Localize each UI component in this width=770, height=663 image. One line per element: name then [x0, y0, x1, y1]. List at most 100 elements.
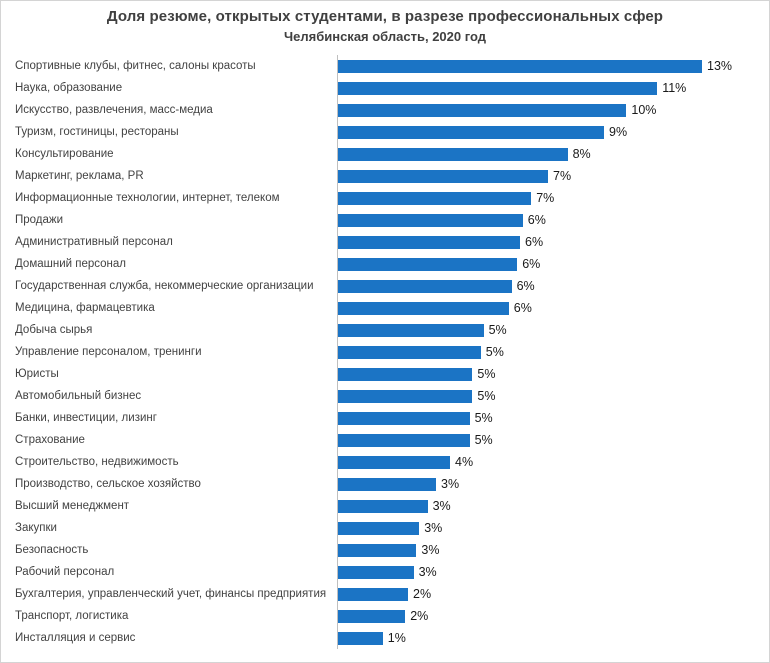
plot-area: 9%	[337, 121, 769, 143]
plot-area: 2%	[337, 605, 769, 627]
category-label: Консультирование	[15, 148, 114, 160]
value-label: 5%	[477, 367, 496, 381]
bar	[338, 477, 436, 491]
category-label: Безопасность	[15, 544, 89, 556]
bar-row: Закупки 3%	[1, 517, 769, 539]
category-label: Страхование	[15, 434, 85, 446]
bar	[338, 125, 604, 139]
value-label: 3%	[432, 499, 451, 513]
category-label: Инсталляция и сервис	[15, 632, 136, 644]
bar-row: Автомобильный бизнес 5%	[1, 385, 769, 407]
bar	[338, 235, 520, 249]
bar	[338, 81, 658, 95]
bar	[338, 301, 509, 315]
value-label: 13%	[707, 59, 733, 73]
chart-subtitle: Челябинская область, 2020 год	[284, 29, 486, 44]
category-label: Маркетинг, реклама, PR	[15, 170, 144, 182]
category-label: Транспорт, логистика	[15, 610, 129, 622]
value-label: 6%	[516, 279, 535, 293]
plot-area: 2%	[337, 583, 769, 605]
plot-area: 6%	[337, 231, 769, 253]
plot-area: 3%	[337, 473, 769, 495]
category-label: Добыча сырья	[15, 324, 93, 336]
category-label: Административный персонал	[15, 236, 173, 248]
bar-row: Продажи 6%	[1, 209, 769, 231]
value-label: 6%	[527, 213, 546, 227]
category-label: Продажи	[15, 214, 64, 226]
bar-row: Добыча сырья 5%	[1, 319, 769, 341]
plot-area: 6%	[337, 297, 769, 319]
category-label: Домашний персонал	[15, 258, 126, 270]
bar-row: Маркетинг, реклама, PR 7%	[1, 165, 769, 187]
value-label: 1%	[387, 631, 406, 645]
plot-area: 3%	[337, 539, 769, 561]
category-label: Государственная служба, некоммерческие о…	[15, 280, 314, 292]
bar-row: Высший менеджмент 3%	[1, 495, 769, 517]
bar	[338, 499, 428, 513]
plot-area: 7%	[337, 165, 769, 187]
bar	[338, 609, 406, 623]
category-label: Закупки	[15, 522, 57, 534]
bar-row: Спортивные клубы, фитнес, салоны красоты…	[1, 55, 769, 77]
category-label: Спортивные клубы, фитнес, салоны красоты	[15, 60, 256, 72]
bar	[338, 587, 408, 601]
value-label: 8%	[572, 147, 591, 161]
plot-area: 5%	[337, 385, 769, 407]
bar-row: Информационные технологии, интернет, тел…	[1, 187, 769, 209]
plot-area: 6%	[337, 275, 769, 297]
plot-area: 5%	[337, 319, 769, 341]
bar	[338, 411, 470, 425]
value-label: 7%	[553, 169, 572, 183]
category-label: Туризм, гостиницы, рестораны	[15, 126, 179, 138]
bar	[338, 323, 484, 337]
value-label: 11%	[662, 81, 687, 95]
value-label: 5%	[477, 389, 496, 403]
category-label: Строительство, недвижимость	[15, 456, 179, 468]
plot-area: 3%	[337, 517, 769, 539]
value-label: 9%	[609, 125, 628, 139]
value-label: 3%	[418, 565, 437, 579]
bar-row: Инсталляция и сервис 1%	[1, 627, 769, 649]
plot-area: 11%	[337, 77, 769, 99]
plot-area: 3%	[337, 561, 769, 583]
bar-row: Безопасность 3%	[1, 539, 769, 561]
bar-row: Транспорт, логистика 2%	[1, 605, 769, 627]
value-label: 10%	[631, 103, 657, 117]
bar-row: Строительство, недвижимость 4%	[1, 451, 769, 473]
plot-area: 7%	[337, 187, 769, 209]
bar-rows: Спортивные клубы, фитнес, салоны красоты…	[1, 55, 769, 649]
value-label: 5%	[474, 433, 493, 447]
bar-row: Бухгалтерия, управленческий учет, финанс…	[1, 583, 769, 605]
category-label: Информационные технологии, интернет, тел…	[15, 192, 280, 204]
bar	[338, 147, 568, 161]
bar	[338, 169, 548, 183]
bar	[338, 565, 414, 579]
bar	[338, 367, 473, 381]
value-label: 5%	[474, 411, 493, 425]
category-label: Наука, образование	[15, 82, 123, 94]
bar-row: Страхование 5%	[1, 429, 769, 451]
category-label: Банки, инвестиции, лизинг	[15, 412, 157, 424]
bar-row: Юристы 5%	[1, 363, 769, 385]
value-label: 3%	[441, 477, 460, 491]
plot-area: 6%	[337, 253, 769, 275]
bar	[338, 631, 383, 645]
bar-row: Медицина, фармацевтика 6%	[1, 297, 769, 319]
value-label: 2%	[410, 609, 429, 623]
plot-area: 5%	[337, 407, 769, 429]
bar-row: Рабочий персонал 3%	[1, 561, 769, 583]
value-label: 2%	[413, 587, 432, 601]
bar	[338, 191, 532, 205]
bar-row: Производство, сельское хозяйство 3%	[1, 473, 769, 495]
category-label: Высший менеджмент	[15, 500, 130, 512]
value-label: 3%	[424, 521, 443, 535]
bar	[338, 103, 627, 117]
bar	[338, 345, 481, 359]
value-label: 3%	[421, 543, 440, 557]
bar-row: Административный персонал 6%	[1, 231, 769, 253]
plot-area: 5%	[337, 363, 769, 385]
bar	[338, 279, 512, 293]
bar-row: Наука, образование 11%	[1, 77, 769, 99]
bar-row: Консультирование 8%	[1, 143, 769, 165]
